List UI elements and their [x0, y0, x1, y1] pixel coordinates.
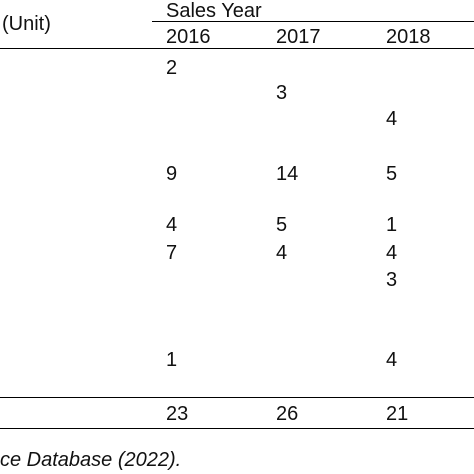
stub-header: (Unit) — [2, 13, 51, 35]
group-header-rule — [152, 21, 474, 22]
cell-row7-2018: 3 — [386, 269, 398, 291]
cell-row8-2018: 4 — [386, 349, 398, 371]
cell-row3-2018: 4 — [386, 108, 398, 130]
total-2018: 21 — [386, 403, 409, 425]
totals-top-rule — [0, 397, 474, 398]
column-header-2018: 2018 — [386, 26, 431, 48]
cell-row6-2017: 4 — [276, 242, 288, 264]
total-2016: 23 — [166, 403, 189, 425]
source-note: ce Database (2022). — [0, 449, 182, 471]
table-bottom-rule — [0, 428, 474, 429]
group-header-sales-year: Sales Year — [166, 0, 262, 22]
total-2017: 26 — [276, 403, 299, 425]
cell-row4-2017: 14 — [276, 163, 299, 185]
cell-row1-2016: 2 — [166, 57, 178, 79]
cell-row4-2016: 9 — [166, 163, 178, 185]
cell-row4-2018: 5 — [386, 163, 398, 185]
cell-row5-2018: 1 — [386, 214, 398, 236]
cell-row2-2017: 3 — [276, 82, 288, 104]
cell-row5-2016: 4 — [166, 214, 178, 236]
cell-row8-2016: 1 — [166, 349, 178, 371]
cell-row5-2017: 5 — [276, 214, 288, 236]
column-header-2017: 2017 — [276, 26, 321, 48]
header-bottom-rule — [0, 48, 474, 49]
column-header-2016: 2016 — [166, 26, 211, 48]
cell-row6-2018: 4 — [386, 242, 398, 264]
cell-row6-2016: 7 — [166, 242, 178, 264]
